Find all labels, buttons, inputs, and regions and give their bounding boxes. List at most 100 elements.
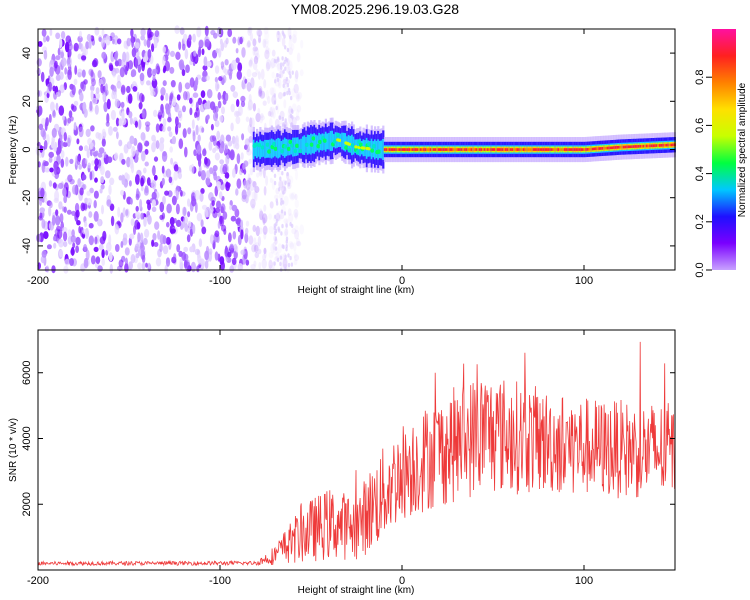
noise-blob [280, 65, 283, 71]
noise-blob [211, 135, 217, 142]
noise-blob [117, 74, 121, 84]
signal-peak [546, 148, 549, 151]
noise-blob [206, 89, 213, 99]
signal-peak [396, 148, 400, 151]
noise-blob [271, 49, 276, 57]
noise-blob [91, 97, 98, 105]
noise-blob [247, 173, 251, 183]
noise-blob [177, 108, 183, 115]
signal-peak [527, 148, 531, 151]
noise-blob [159, 243, 163, 253]
noise-blob [253, 260, 257, 267]
noise-blob [249, 126, 254, 137]
signal-peak [559, 148, 562, 151]
noise-blob [242, 163, 246, 171]
y-tick-label: 0 [21, 146, 33, 152]
signal-peak [485, 148, 488, 151]
chart-title: YM08.2025.296.19.03.G28 [291, 1, 459, 17]
noise-blob [39, 198, 43, 206]
noise-blob [165, 48, 170, 57]
noise-blob [85, 128, 91, 138]
noise-blob [116, 80, 122, 89]
noise-blob [239, 36, 243, 45]
signal-peak [290, 143, 295, 148]
noise-blob [109, 177, 115, 186]
noise-blob [171, 195, 177, 206]
noise-blob [48, 206, 52, 217]
noise-blob [117, 206, 121, 218]
noise-blob [87, 162, 91, 169]
noise-blob [260, 68, 265, 80]
noise-blob [295, 93, 300, 100]
noise-blob [250, 57, 253, 65]
noise-blob [239, 168, 243, 176]
signal-peak [337, 138, 342, 142]
noise-blob [78, 42, 82, 50]
signal-peak [446, 148, 449, 151]
noise-blob [179, 27, 185, 35]
noise-blob [248, 59, 253, 67]
noise-blob [88, 211, 93, 218]
noise-blob [100, 176, 105, 184]
noise-blob [101, 29, 105, 37]
noise-blob [37, 105, 43, 116]
noise-blob [284, 56, 287, 62]
noise-blob [277, 211, 282, 222]
noise-blob [170, 93, 174, 100]
signal-peak [464, 148, 467, 151]
signal-peak [578, 148, 581, 151]
noise-blob [294, 229, 300, 240]
noise-blob [243, 168, 247, 175]
noise-blob [295, 237, 300, 247]
noise-blob [294, 193, 298, 200]
noise-blob [230, 84, 236, 92]
noise-blob [188, 34, 192, 42]
signal-peak [672, 143, 675, 147]
noise-blob [263, 204, 267, 212]
noise-blob [248, 189, 251, 198]
signal-peak [511, 148, 514, 151]
noise-blob [53, 197, 59, 203]
signal-peak [568, 148, 572, 151]
noise-blob [249, 180, 255, 192]
noise-blob [281, 37, 286, 47]
noise-blob [141, 61, 146, 72]
signal-core [252, 139, 255, 160]
signal-peak [469, 148, 472, 151]
noise-blob [220, 141, 225, 149]
noise-blob [178, 81, 183, 93]
signal-core [329, 130, 332, 152]
signal-peak [555, 148, 558, 151]
noise-blob [165, 257, 171, 267]
noise-blob [297, 91, 303, 100]
noise-blob [161, 151, 168, 162]
noise-blob [273, 100, 277, 105]
signal-peak [398, 148, 401, 151]
noise-blob [265, 61, 270, 72]
signal-peak [490, 148, 493, 151]
signal-peak [414, 148, 418, 151]
noise-blob [146, 80, 151, 86]
noise-blob [50, 140, 55, 149]
noise-blob [64, 258, 70, 266]
noise-blob [273, 173, 277, 178]
signal-peak [601, 147, 604, 150]
signal-peak [621, 145, 624, 149]
signal-peak [260, 145, 265, 150]
noise-blob [235, 57, 240, 64]
noise-blob [240, 249, 246, 256]
noise-blob [116, 131, 119, 140]
signal-peak [347, 147, 352, 153]
noise-blob [262, 38, 267, 49]
signal-core [265, 139, 269, 158]
noise-blob [111, 56, 115, 62]
noise-blob [263, 26, 269, 35]
noise-blob [52, 235, 57, 242]
noise-blob [222, 163, 228, 174]
noise-blob [57, 229, 63, 239]
noise-blob [205, 177, 211, 186]
noise-blob [165, 168, 172, 178]
noise-blob [41, 219, 46, 229]
noise-blob [210, 123, 214, 131]
